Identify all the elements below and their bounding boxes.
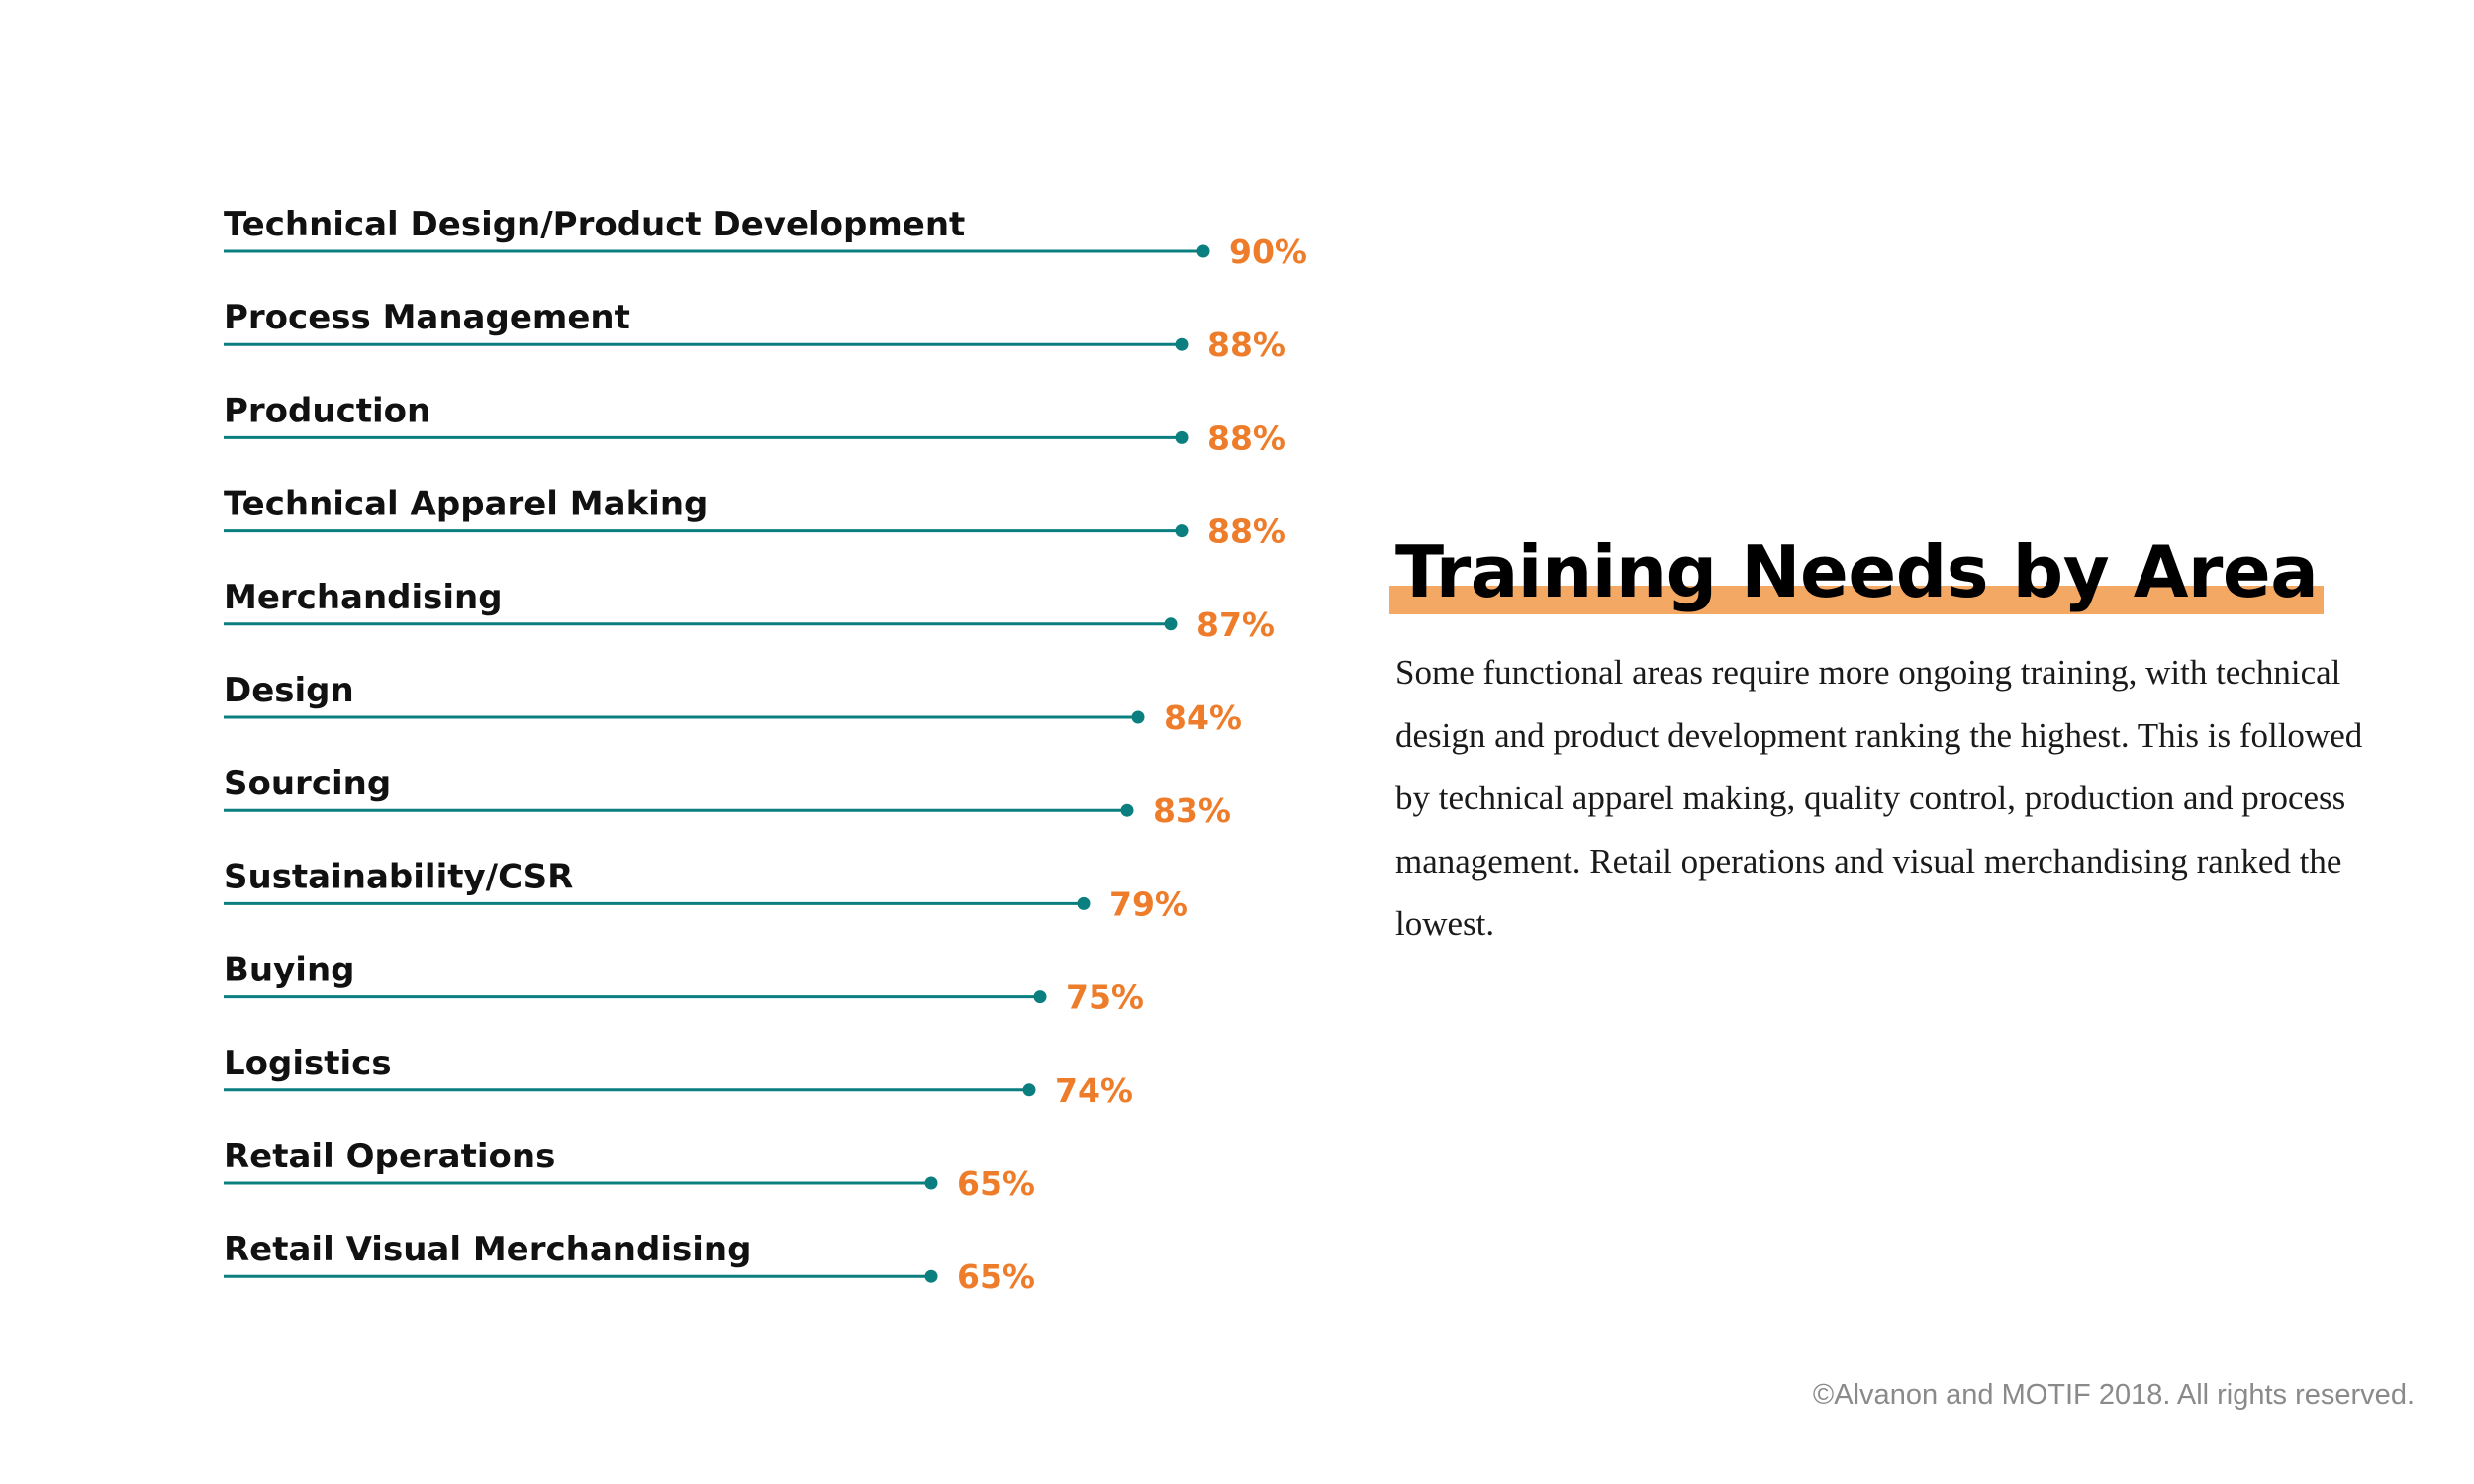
copyright-notice: ©Alvanon and MOTIF 2018. All rights rese… (1812, 1379, 2415, 1411)
value-dot (1120, 803, 1134, 817)
category-label: Retail Visual Merchandising (224, 1230, 751, 1269)
category-label: Technical Apparel Making (224, 485, 708, 524)
value-dot (1175, 524, 1189, 538)
value-dot (1196, 244, 1210, 258)
value-dot (924, 1269, 938, 1283)
value-label: 88% (1207, 325, 1285, 364)
chart-row: Merchandising 87% (224, 578, 1275, 644)
category-label: Sourcing (224, 764, 391, 803)
description-text: Some functional areas require more ongoi… (1395, 653, 2363, 943)
chart-row: Sourcing 83% (224, 764, 1231, 830)
category-label: Process Management (224, 298, 630, 337)
category-label: Production (224, 391, 430, 430)
value-dot (1175, 430, 1189, 444)
title-highlight (1389, 586, 2325, 614)
value-label: 87% (1196, 605, 1275, 644)
value-dot (1131, 710, 1145, 724)
value-label: 74% (1055, 1071, 1133, 1110)
chart-row: Sustainability/CSR 79% (224, 857, 1188, 923)
value-dot (1077, 896, 1091, 910)
chart-row: Retail Visual Merchandising 65% (224, 1230, 1035, 1296)
chart-row: Technical Apparel Making 88% (224, 485, 1285, 551)
category-label: Retail Operations (224, 1137, 555, 1176)
chart-row: Technical Design/Product Development 90% (224, 205, 1307, 271)
value-label: 88% (1207, 418, 1285, 457)
value-label: 83% (1153, 791, 1231, 830)
category-label: Logistics (224, 1044, 392, 1083)
chart-row: Retail Operations 65% (224, 1137, 1035, 1203)
value-dot (1022, 1083, 1036, 1097)
value-label: 79% (1109, 884, 1188, 923)
chart-row: Logistics 74% (224, 1044, 1133, 1110)
category-label: Sustainability/CSR (224, 857, 573, 896)
category-label: Merchandising (224, 578, 503, 617)
category-label: Technical Design/Product Development (224, 205, 965, 244)
value-label: 84% (1164, 698, 1242, 737)
category-label: Buying (224, 951, 354, 990)
value-label: 65% (957, 1257, 1035, 1296)
chart-row: Buying 75% (224, 951, 1144, 1017)
value-label: 65% (957, 1164, 1035, 1203)
chart-row: Design 84% (224, 671, 1242, 737)
title-wrap: Training Needs by Area (1389, 524, 2325, 619)
value-dot (1164, 617, 1178, 631)
value-dot (1175, 337, 1189, 351)
value-dot (924, 1176, 938, 1190)
page-title: Training Needs by Area (1395, 530, 2319, 613)
chart-row: Process Management 88% (224, 298, 1285, 364)
category-label: Design (224, 671, 354, 710)
value-label: 90% (1229, 232, 1307, 271)
chart-row: Production 88% (224, 391, 1285, 457)
value-dot (1033, 990, 1047, 1004)
value-label: 88% (1207, 512, 1285, 551)
summary-panel: Training Needs by Area Some functional a… (1389, 524, 2385, 956)
value-label: 75% (1066, 978, 1144, 1017)
